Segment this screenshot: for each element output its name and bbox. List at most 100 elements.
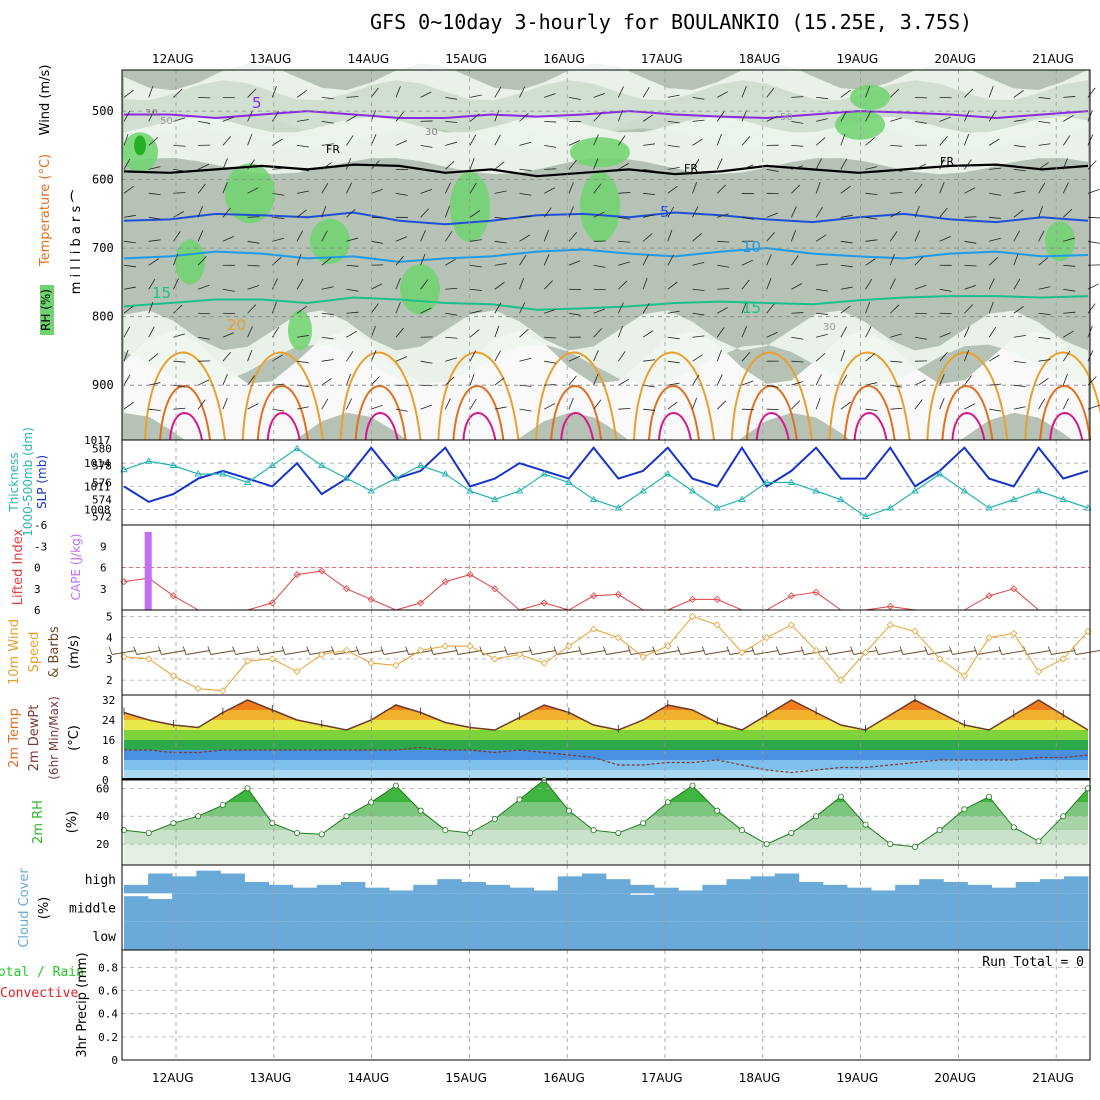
rh2m-marker: [467, 829, 474, 836]
isotherm-20-lobe: [144, 351, 226, 441]
wind10-barb-tick: [380, 646, 385, 655]
wind-barb: [791, 381, 803, 386]
wind-barb: [469, 210, 481, 218]
wind-barb: [988, 111, 996, 122]
cloud-high-bar: [268, 884, 294, 894]
thickness-marker: [688, 487, 697, 494]
wind-barb: [321, 120, 334, 124]
wind-barb: [593, 134, 599, 146]
wind-barb: [148, 326, 155, 338]
wind10-barb: [631, 650, 656, 655]
wind-barb: [741, 216, 754, 220]
wind10-barb-tick: [207, 646, 212, 655]
wind-barb: [519, 168, 532, 171]
wind10-barb: [210, 650, 235, 655]
wind10-barb: [952, 650, 977, 655]
wind-barb: [741, 86, 747, 98]
cloud-low-bar: [316, 921, 342, 950]
cloud-middle-bar: [1039, 893, 1065, 922]
wind10-marker: [244, 657, 252, 665]
isotherm-20-lobe: [633, 351, 715, 441]
cloud-low-bar: [268, 921, 294, 950]
thickness-marker: [144, 457, 153, 464]
wind10-marker: [466, 642, 474, 650]
cloud-low-bar: [630, 921, 655, 950]
wind10-marker: [1059, 655, 1067, 663]
wind-barb: [716, 400, 727, 410]
cloud-low-bar: [220, 921, 245, 950]
wind10-barb-tick: [627, 646, 632, 655]
wind-barb: [543, 254, 550, 266]
wind-barb: [865, 278, 873, 290]
wind-barb: [840, 133, 846, 146]
wind-barb: [370, 376, 380, 386]
contour-label: 20: [227, 316, 246, 334]
wind-barb: [321, 230, 328, 242]
precip-tick-label: 0.2: [98, 1031, 118, 1044]
wind-barb: [197, 379, 210, 386]
wind-barb: [296, 305, 308, 314]
wind-barb: [865, 326, 872, 338]
wind-barb: [865, 192, 878, 196]
wind-barb: [296, 335, 309, 338]
lifted-index-marker: [318, 567, 326, 575]
cloud-high-bar: [1063, 876, 1089, 894]
wind-barb: [568, 312, 581, 316]
lifted-index-marker: [540, 599, 548, 607]
rh-band-fill: [124, 802, 1088, 817]
isotherm-20-lobe: [241, 351, 324, 441]
wind-barb: [617, 302, 624, 314]
wind-barb: [989, 237, 1001, 242]
wind-barb: [346, 182, 353, 194]
temp-axis-label-2: 2m DewPt: [27, 705, 42, 772]
wind-barb: [247, 110, 253, 122]
wind10-barb-tick: [726, 646, 731, 655]
wind-barb: [346, 208, 356, 218]
isotherm-25-lobe: [452, 385, 505, 441]
thickness-marker: [935, 470, 944, 477]
wind-barb: [692, 181, 698, 194]
wind10-barb-tick: [973, 646, 978, 655]
wind-barb: [148, 382, 161, 386]
wind-barb: [716, 134, 722, 146]
wind-barb: [173, 333, 186, 338]
isotherm-25-lobe: [1039, 385, 1092, 441]
xsec-y-tick-label: 600: [92, 173, 114, 187]
wind-barb: [964, 88, 974, 98]
wind-barb: [494, 406, 507, 410]
wind-barb: [494, 377, 505, 386]
wind-barb: [420, 189, 433, 194]
wind10-tick-label: 3: [106, 653, 113, 666]
wind10-barb: [1051, 650, 1076, 655]
wind-barb: [123, 185, 134, 194]
cloud-middle-bar: [292, 893, 318, 922]
cloud-middle-bar: [726, 893, 751, 922]
wind-barb: [717, 213, 729, 218]
wind-barb: [519, 408, 532, 412]
cloud-high-bar: [340, 882, 366, 894]
isotherm-25-lobe: [648, 385, 700, 441]
wind-barb: [667, 229, 673, 242]
wind-barb: [123, 240, 136, 244]
wind-barb: [197, 256, 207, 266]
wind-barb: [717, 307, 728, 314]
lifted-index-marker: [491, 585, 499, 593]
wind10-barb-tick: [775, 646, 780, 655]
wind-barb: [494, 281, 505, 290]
wind-barb: [173, 88, 183, 98]
wind-barb: [593, 350, 599, 362]
rh-moist-area: [175, 239, 205, 285]
temp-tick-label: 0: [102, 774, 109, 787]
wind-barb: [593, 264, 606, 268]
cloud-high-bar: [871, 890, 896, 894]
wind-barb: [667, 185, 678, 194]
wind-barb: [692, 97, 705, 100]
lifted-index-marker: [787, 592, 795, 600]
wind-barb: [618, 280, 628, 290]
wind-barb: [568, 375, 577, 386]
isotherm-20-lobe: [535, 351, 618, 441]
cloud-middle-bar: [1063, 893, 1089, 922]
wind-barb: [939, 351, 948, 362]
wind-barb: [667, 401, 678, 410]
wind-barb: [469, 239, 482, 242]
